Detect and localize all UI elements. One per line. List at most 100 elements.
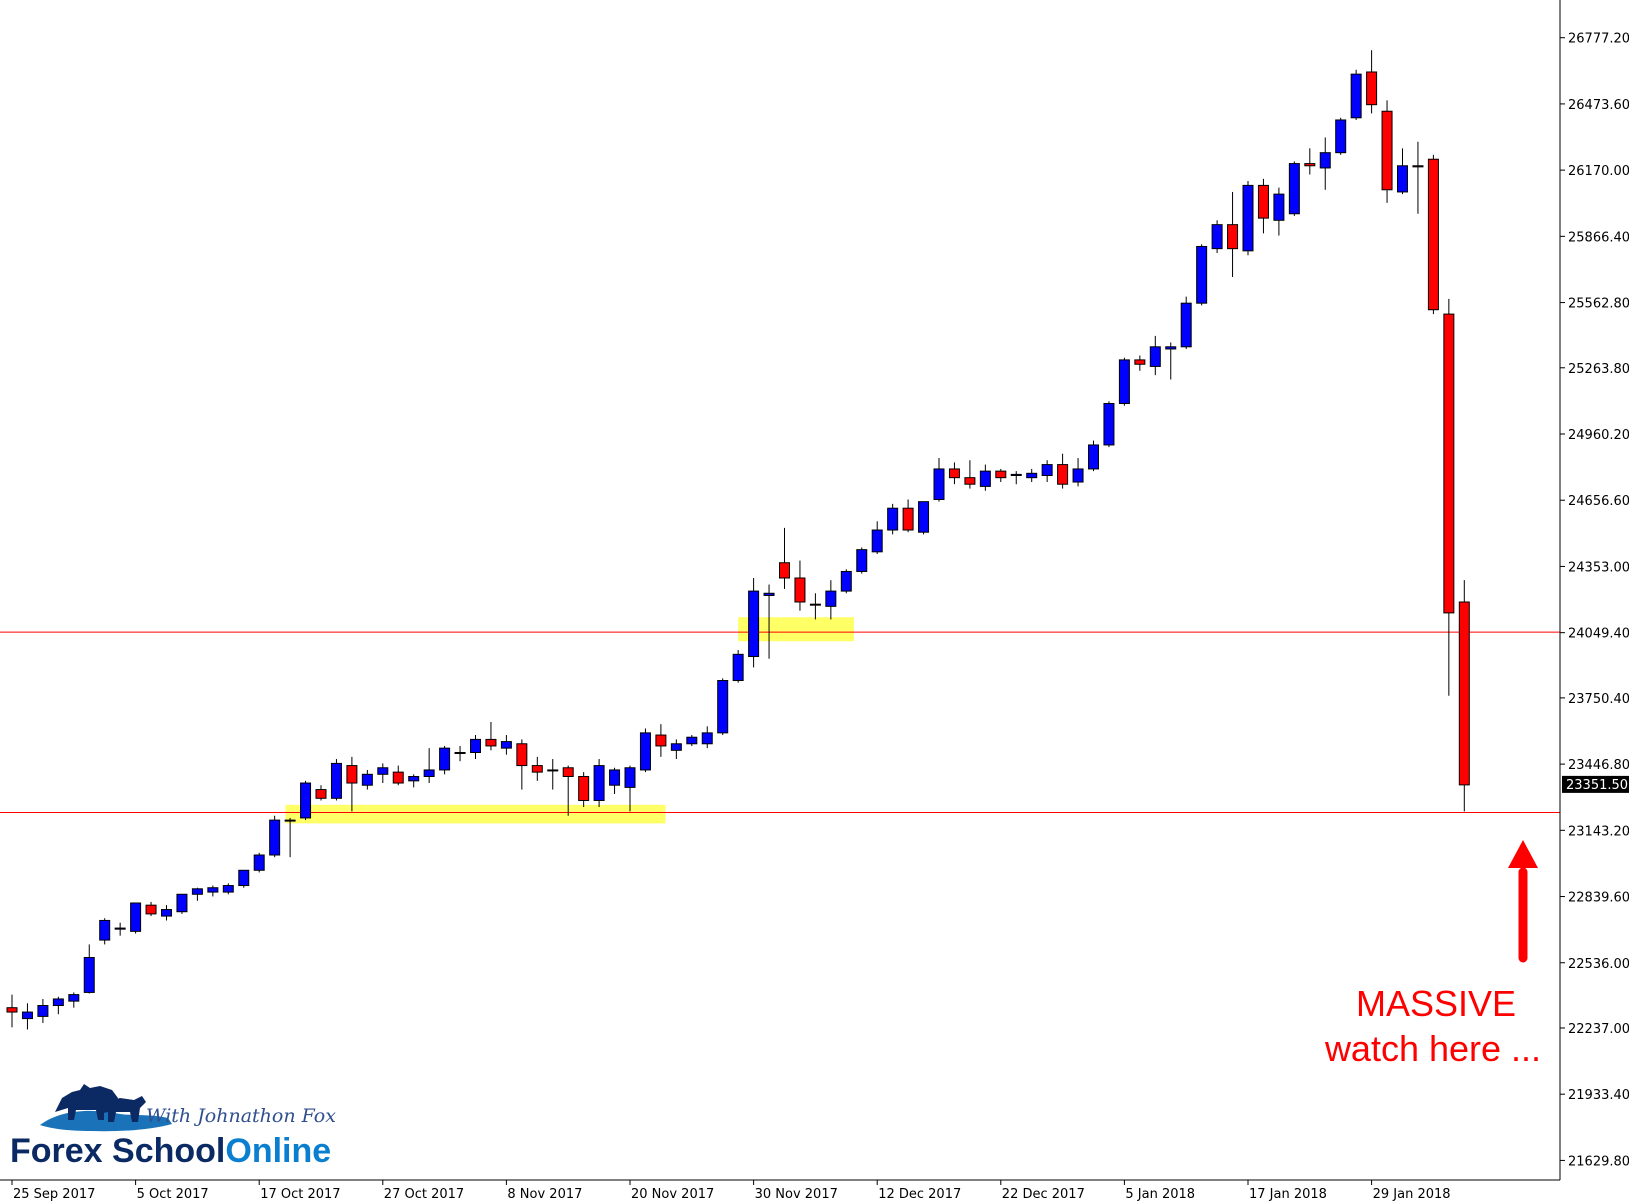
candle-body xyxy=(361,773,373,786)
candle-body xyxy=(1026,472,1038,479)
candle xyxy=(1288,161,1300,216)
logo-tagline: With Johnathon Fox xyxy=(146,1105,336,1127)
candle-body xyxy=(1010,473,1022,476)
candle xyxy=(145,901,157,917)
candle-body xyxy=(1350,73,1362,119)
y-tick-label: 24960.20 xyxy=(1568,428,1629,443)
candle-body xyxy=(624,767,636,788)
candle-body xyxy=(562,767,574,777)
candle xyxy=(1196,244,1208,306)
x-tick-label: 25 Sep 2017 xyxy=(13,1187,95,1202)
candle xyxy=(887,503,899,535)
candle-body xyxy=(639,732,651,771)
x-tick-label: 27 Oct 2017 xyxy=(384,1187,464,1202)
candle xyxy=(454,745,466,762)
annotation-arrow xyxy=(1508,840,1538,963)
candle-body xyxy=(454,751,466,754)
candles xyxy=(6,50,1470,1030)
candle-body xyxy=(809,603,821,606)
x-tick-label: 17 Jan 2018 xyxy=(1249,1187,1327,1202)
time-axis: 25 Sep 2017 5 Oct 2017 17 Oct 2017 27 Oct 2… xyxy=(11,1180,1451,1202)
candle-body xyxy=(1149,346,1161,367)
candle xyxy=(83,944,95,994)
candle-body xyxy=(825,590,837,607)
candle-body xyxy=(1366,71,1378,106)
candle-body xyxy=(531,765,543,773)
candle-body xyxy=(485,738,497,747)
current-price-tag: 23351.50 xyxy=(1562,775,1629,793)
candle xyxy=(99,918,111,945)
candle xyxy=(161,905,172,921)
candle xyxy=(1304,148,1316,175)
highlight-zone xyxy=(285,804,666,824)
candle-body xyxy=(593,765,605,801)
candle-body xyxy=(145,904,157,915)
y-tick-label: 21933.40 xyxy=(1568,1088,1629,1103)
candle-body xyxy=(779,562,790,579)
candle-body xyxy=(995,470,1007,479)
candle xyxy=(732,649,744,683)
candle-body xyxy=(516,743,528,767)
candle xyxy=(1350,69,1362,120)
candle-body xyxy=(253,854,265,871)
candle xyxy=(578,772,590,808)
candle xyxy=(562,765,574,816)
candle-body xyxy=(1397,165,1408,193)
candle-body xyxy=(315,789,327,799)
candle xyxy=(176,893,188,914)
candle-body xyxy=(1057,464,1069,485)
candle-body xyxy=(330,762,342,799)
candle xyxy=(37,998,49,1023)
support-zones xyxy=(285,617,855,824)
candle-body xyxy=(500,741,512,749)
candle-body xyxy=(1304,163,1316,167)
candle xyxy=(964,460,976,489)
candle-body xyxy=(238,869,250,887)
candle-body xyxy=(1072,468,1084,483)
candle xyxy=(1227,191,1239,278)
candle xyxy=(1458,580,1470,812)
logo-wordmark: Forex SchoolOnline xyxy=(10,1132,331,1170)
candle xyxy=(1443,298,1455,696)
candle xyxy=(948,462,960,485)
y-tick-label: 26777.20 xyxy=(1568,32,1629,47)
candle-body xyxy=(1165,346,1177,350)
candle-body xyxy=(222,885,234,893)
candle xyxy=(253,852,265,873)
candle xyxy=(377,763,389,784)
candle-body xyxy=(1211,224,1223,250)
candle-body xyxy=(1257,184,1269,219)
x-tick-label: 29 Jan 2018 xyxy=(1373,1187,1451,1202)
y-tick-label: 23143.20 xyxy=(1568,824,1629,839)
candle-body xyxy=(377,767,389,775)
candle xyxy=(1242,181,1254,256)
candle xyxy=(346,756,358,812)
candle-body xyxy=(964,477,976,485)
candle xyxy=(624,765,636,812)
candle-body xyxy=(918,501,930,533)
candle-body xyxy=(130,902,142,932)
candle xyxy=(1381,100,1393,203)
y-tick-label: 25866.40 xyxy=(1568,230,1629,245)
candle xyxy=(686,735,698,746)
y-tick-label: 26473.60 xyxy=(1568,98,1629,113)
candle-body xyxy=(99,919,111,941)
candle-body xyxy=(1273,193,1285,221)
candle xyxy=(191,887,203,901)
candle xyxy=(423,748,435,784)
candle xyxy=(748,578,760,668)
candle xyxy=(408,774,420,788)
candle-body xyxy=(763,592,775,596)
candle xyxy=(809,593,821,620)
x-tick-label: 12 Dec 2017 xyxy=(878,1187,961,1202)
y-tick-label: 26170.00 xyxy=(1568,164,1629,179)
candle-body xyxy=(1458,601,1470,786)
candle-body xyxy=(1088,444,1099,470)
candle-body xyxy=(948,468,960,479)
x-tick-label: 8 Nov 2017 xyxy=(507,1187,582,1202)
candle xyxy=(655,724,667,757)
candle-body xyxy=(979,470,991,487)
horizontal-levels xyxy=(0,631,1560,813)
candle-body xyxy=(1288,163,1300,215)
